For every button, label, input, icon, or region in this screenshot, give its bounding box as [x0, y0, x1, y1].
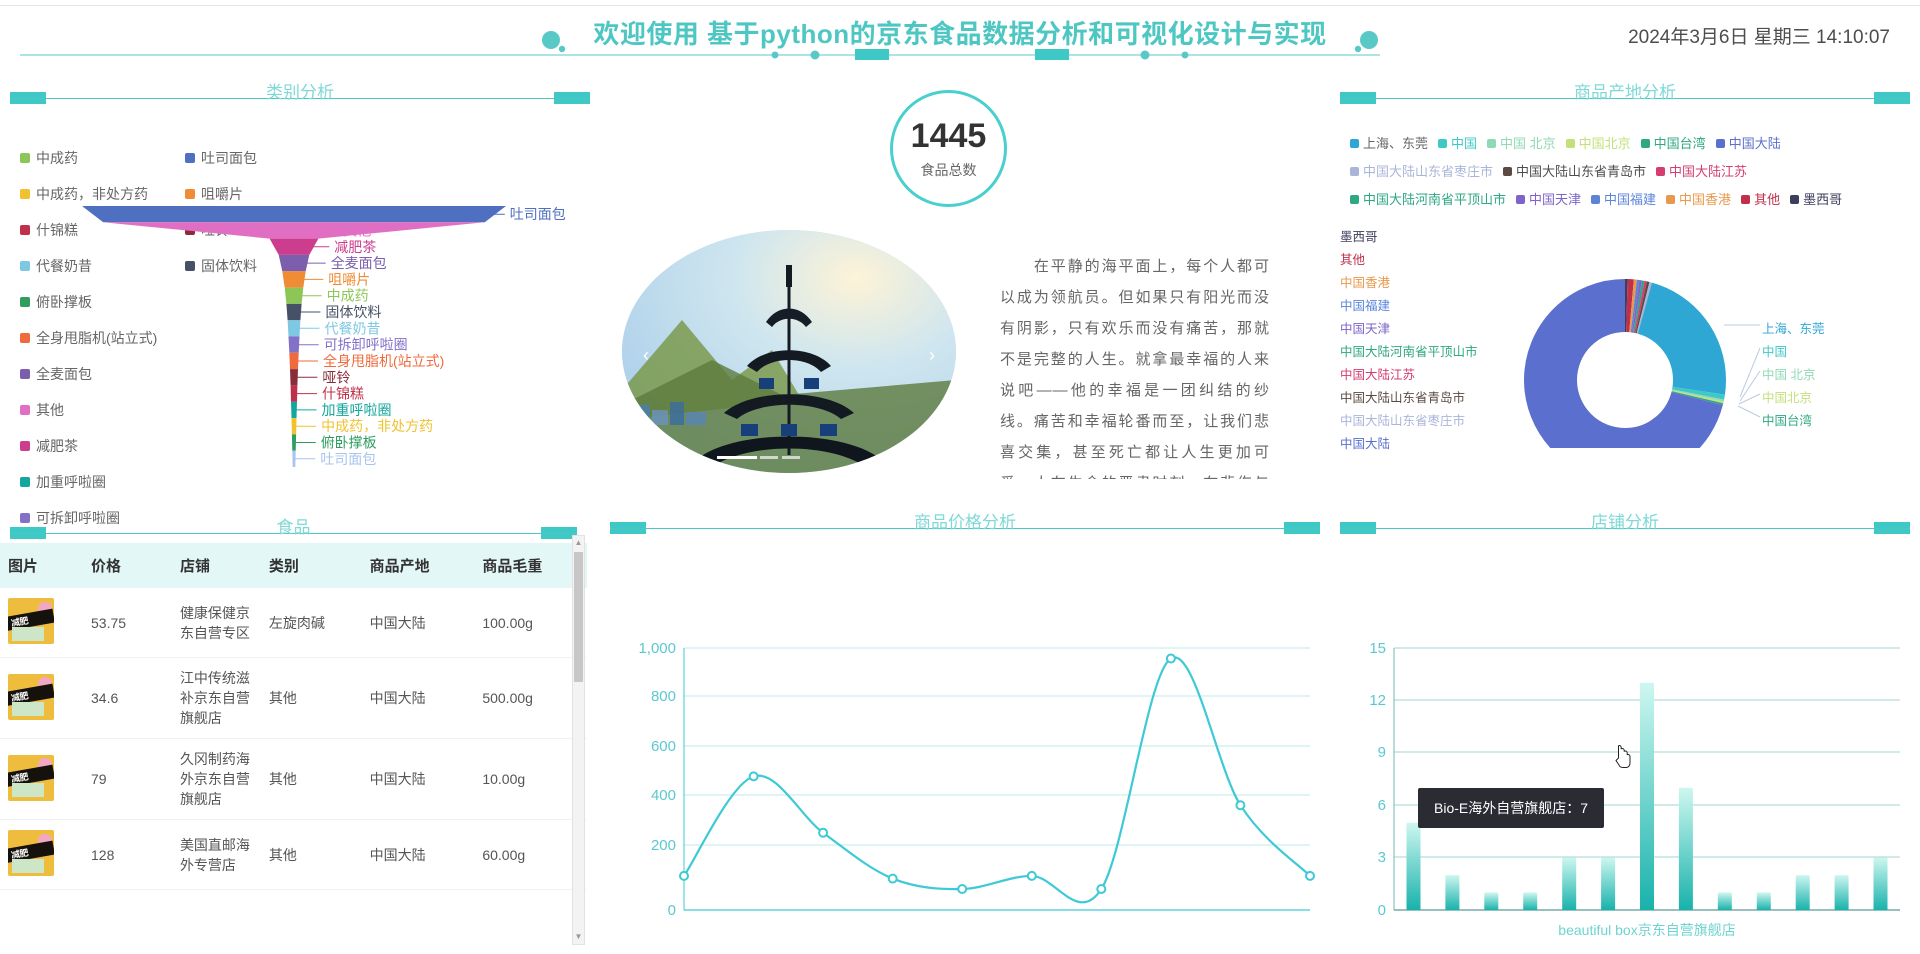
svg-text:beautiful box京东自营旗舰店: beautiful box京东自营旗舰店 — [1558, 922, 1735, 938]
svg-text:咀嚼片: 咀嚼片 — [328, 271, 370, 287]
svg-text:减肥茶: 减肥茶 — [334, 239, 376, 255]
svg-text:其他: 其他 — [343, 223, 371, 239]
svg-text:0: 0 — [1378, 902, 1386, 919]
svg-text:固体饮料: 固体饮料 — [325, 304, 381, 320]
svg-text:哑铃: 哑铃 — [322, 369, 350, 385]
svg-text:吐司面包: 吐司面包 — [510, 206, 566, 222]
svg-text:400: 400 — [651, 787, 676, 804]
svg-text:中成药，非处方药: 中成药，非处方药 — [321, 418, 433, 434]
svg-text:12: 12 — [1369, 692, 1386, 709]
svg-text:吐司面包: 吐司面包 — [320, 451, 376, 467]
svg-text:全身甩脂机(站立式): 全身甩脂机(站立式) — [323, 353, 444, 369]
svg-text:0: 0 — [668, 902, 676, 919]
svg-text:600: 600 — [651, 738, 676, 755]
svg-text:全麦面包: 全麦面包 — [331, 255, 387, 271]
svg-text:6: 6 — [1378, 797, 1386, 814]
svg-text:9: 9 — [1378, 744, 1386, 761]
svg-text:可拆卸呼啦圈: 可拆卸呼啦圈 — [324, 337, 408, 353]
svg-text:200: 200 — [651, 837, 676, 854]
svg-text:什锦糕: 什锦糕 — [322, 386, 364, 402]
svg-text:加重呼啦圈: 加重呼啦圈 — [322, 402, 392, 418]
svg-text:15: 15 — [1369, 640, 1386, 657]
svg-text:代餐奶昔: 代餐奶昔 — [325, 320, 381, 336]
svg-text:1,000: 1,000 — [638, 640, 676, 657]
svg-text:俯卧撑板: 俯卧撑板 — [321, 435, 377, 451]
svg-text:3: 3 — [1378, 849, 1386, 866]
svg-text:800: 800 — [651, 688, 676, 705]
svg-text:中成药: 中成药 — [327, 288, 369, 304]
